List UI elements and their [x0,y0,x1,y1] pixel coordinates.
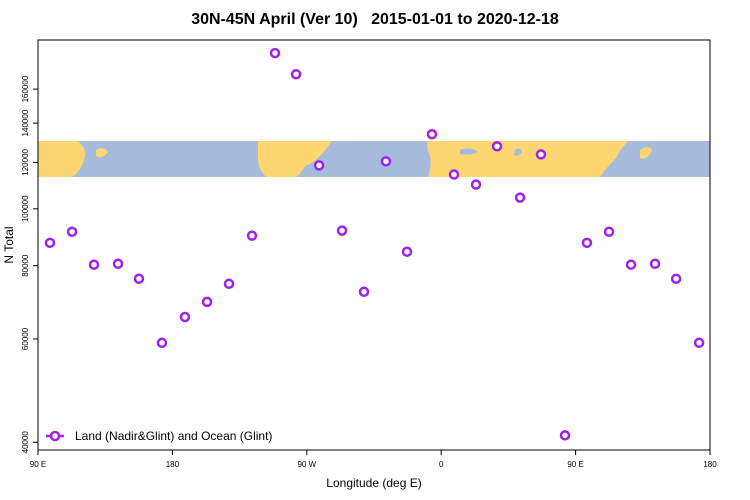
legend: Land (Nadir&Glint) and Ocean (Glint) [46,429,272,443]
point [179,311,191,323]
legend-marker [49,430,61,442]
y-tick-label: 60000 [21,327,30,350]
x-tick-label: 90 E [567,460,583,469]
x-tick-label: 180 [166,460,180,469]
point [514,192,526,203]
point [223,278,235,290]
x-tick-label: 90 W [297,460,316,469]
x-tick-label: 90 E [30,460,46,469]
point [470,179,482,190]
point [426,129,438,140]
y-tick-label: 120000 [21,148,30,175]
x-axis-label: Longitude (deg E) [326,476,421,490]
point [401,246,413,257]
point [358,286,370,298]
plot-frame [37,39,711,451]
point [670,273,682,284]
point [336,225,348,236]
point [535,149,547,160]
point [491,141,503,152]
point [581,237,593,249]
y-tick-label: 80000 [21,254,30,277]
point [88,259,100,270]
map-band [38,141,710,177]
point [448,169,460,180]
point [246,230,258,241]
point [625,259,637,270]
point [290,68,302,80]
point [269,47,281,59]
point [44,237,56,249]
legend-label: Land (Nadir&Glint) and Ocean (Glint) [75,429,272,443]
point [380,156,392,167]
point [603,226,615,237]
point [693,337,705,349]
point [66,226,78,237]
y-tick-label: 100000 [21,195,30,222]
point [133,273,145,284]
point [201,296,213,308]
point [313,160,325,171]
x-tick-label: 180 [703,460,717,469]
y-tick-label: 140000 [21,109,30,136]
x-tick-label: 0 [439,460,444,469]
point [156,337,168,349]
y-axis-label: N Total [2,226,16,263]
chart-title: 30N-45N April (Ver 10) 2015-01-01 to 202… [191,11,559,28]
point [649,258,661,270]
point [559,430,571,441]
y-tick-label: 160000 [21,75,30,102]
y-tick-label: 40000 [21,431,30,454]
point [112,258,124,270]
